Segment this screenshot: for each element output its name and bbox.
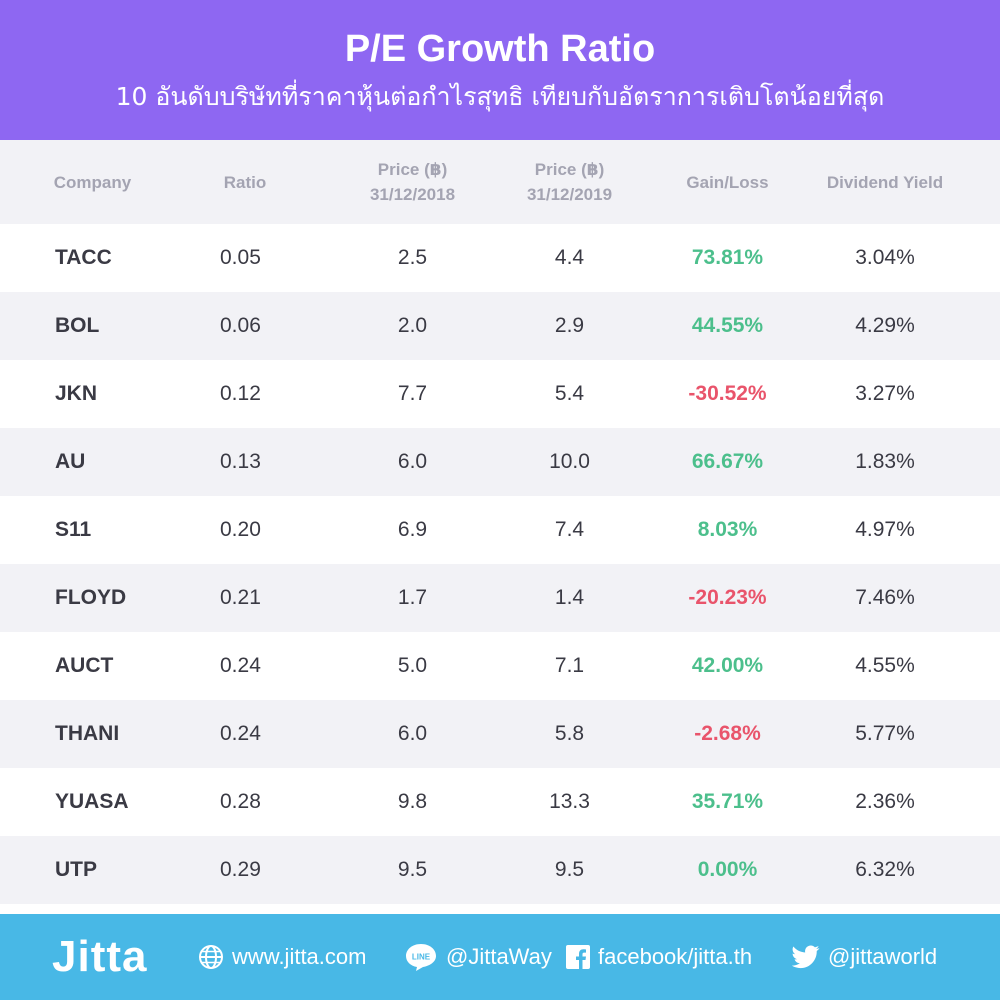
table-row: S11 0.20 6.9 7.4 8.03% 4.97% xyxy=(0,496,1000,564)
price-2019-cell: 7.4 xyxy=(554,518,585,541)
company-cell: FLOYD xyxy=(55,586,127,609)
gain-loss-cell: -2.68% xyxy=(694,722,761,745)
table-row: AU 0.13 6.0 10.0 66.67% 1.83% xyxy=(0,428,1000,496)
line-icon: LINE xyxy=(406,944,436,971)
table-row: THANI 0.24 6.0 5.8 -2.68% 5.77% xyxy=(0,700,1000,768)
table-row: JKN 0.12 7.7 5.4 -30.52% 3.27% xyxy=(0,360,1000,428)
page-subtitle: 10 อันดับบริษัทที่ราคาหุ้นต่อกำไรสุทธิ เ… xyxy=(115,82,885,111)
column-header-gain-loss: Gain/Loss xyxy=(686,172,769,192)
twitter-icon xyxy=(792,945,820,969)
company-cell: YUASA xyxy=(55,790,129,813)
table-row: FLOYD 0.21 1.7 1.4 -20.23% 7.46% xyxy=(0,564,1000,632)
price-2019-cell: 5.8 xyxy=(554,722,585,745)
column-header-company: Company xyxy=(53,172,132,192)
line-text: @JittaWay xyxy=(446,944,552,969)
table-row: TACC 0.05 2.5 4.4 73.81% 3.04% xyxy=(0,224,1000,292)
ratio-cell: 0.21 xyxy=(220,586,261,609)
price-2019-cell: 4.4 xyxy=(554,246,585,269)
facebook-link[interactable]: facebook/jitta.th xyxy=(566,941,752,973)
website-link[interactable]: www.jitta.com xyxy=(198,941,366,973)
ratio-cell: 0.24 xyxy=(220,722,261,745)
price-2018-cell: 2.5 xyxy=(397,246,428,269)
ratio-cell: 0.12 xyxy=(220,382,261,405)
price-2019-cell: 10.0 xyxy=(549,450,590,473)
price-2019-cell: 7.1 xyxy=(554,654,585,677)
table-row: YUASA 0.28 9.8 13.3 35.71% 2.36% xyxy=(0,768,1000,836)
dividend-yield-cell: 7.46% xyxy=(855,586,915,609)
gain-loss-cell: 66.67% xyxy=(691,450,764,473)
price-2018-cell: 1.7 xyxy=(397,586,428,609)
twitter-text: @jittaworld xyxy=(828,944,938,969)
price-2019-cell: 2.9 xyxy=(554,314,585,337)
company-cell: AUCT xyxy=(55,654,114,677)
header-banner: P/E Growth Ratio 10 อันดับบริษัทที่ราคาห… xyxy=(0,0,1000,140)
price-2019-cell: 1.4 xyxy=(554,586,585,609)
gain-loss-cell: -20.23% xyxy=(688,586,767,609)
gain-loss-cell: 44.55% xyxy=(691,314,764,337)
gain-loss-cell: -30.52% xyxy=(688,382,767,405)
dividend-yield-cell: 3.04% xyxy=(855,246,915,269)
gain-loss-cell: 0.00% xyxy=(697,858,758,881)
jitta-logo: Jitta xyxy=(52,932,148,981)
company-cell: UTP xyxy=(55,858,97,881)
company-cell: S11 xyxy=(55,518,92,541)
price-2019-cell: 13.3 xyxy=(549,790,590,813)
facebook-icon xyxy=(566,945,590,969)
table-row: UTP 0.29 9.5 9.5 0.00% 6.32% xyxy=(0,836,1000,904)
dividend-yield-cell: 2.36% xyxy=(855,790,915,813)
price-2019-cell: 5.4 xyxy=(554,382,585,405)
price-2018-cell: 6.0 xyxy=(397,450,428,473)
company-cell: JKN xyxy=(55,382,98,405)
column-header-ratio: Ratio xyxy=(223,172,267,192)
dividend-yield-cell: 6.32% xyxy=(855,858,915,881)
gain-loss-cell: 42.00% xyxy=(691,654,764,677)
table-row: AUCT 0.24 5.0 7.1 42.00% 4.55% xyxy=(0,632,1000,700)
table-row: BOL 0.06 2.0 2.9 44.55% 4.29% xyxy=(0,292,1000,360)
price-2018-cell: 7.7 xyxy=(397,382,428,405)
table-header: Company Ratio Price (฿) 31/12/2018 Price… xyxy=(0,140,1000,224)
facebook-text: facebook/jitta.th xyxy=(598,944,753,969)
company-cell: BOL xyxy=(55,314,100,337)
company-cell: TACC xyxy=(55,246,112,269)
price-2018-cell: 9.5 xyxy=(397,858,428,881)
company-cell: THANI xyxy=(55,722,120,745)
price-2018-cell: 9.8 xyxy=(397,790,428,813)
company-cell: AU xyxy=(55,450,86,473)
gain-loss-cell: 73.81% xyxy=(691,246,764,269)
line-icon-label: LINE xyxy=(412,953,431,962)
ratio-cell: 0.06 xyxy=(220,314,261,337)
price-2018-cell: 2.0 xyxy=(397,314,428,337)
dividend-yield-cell: 4.97% xyxy=(855,518,915,541)
dividend-yield-cell: 4.55% xyxy=(855,654,915,677)
ratio-cell: 0.29 xyxy=(220,858,261,881)
line-link[interactable]: LINE @JittaWay xyxy=(404,941,552,973)
footer-bar: Jitta www.jitta.com LINE @JittaWay faceb… xyxy=(0,914,1000,1000)
ratio-cell: 0.20 xyxy=(220,518,261,541)
column-header-price-2019: Price (฿) 31/12/2019 xyxy=(526,160,613,204)
dividend-yield-cell: 5.77% xyxy=(855,722,915,745)
twitter-link[interactable]: @jittaworld xyxy=(792,941,937,973)
price-2018-cell: 6.9 xyxy=(397,518,428,541)
gain-loss-cell: 8.03% xyxy=(697,518,758,541)
ratio-cell: 0.28 xyxy=(220,790,261,813)
price-2019-cell: 9.5 xyxy=(554,858,585,881)
ratio-cell: 0.13 xyxy=(220,450,261,473)
dividend-yield-cell: 1.83% xyxy=(855,450,915,473)
dividend-yield-cell: 4.29% xyxy=(855,314,915,337)
page-title: P/E Growth Ratio xyxy=(344,28,656,70)
price-2018-cell: 6.0 xyxy=(397,722,428,745)
website-text: www.jitta.com xyxy=(232,944,367,969)
price-2018-cell: 5.0 xyxy=(397,654,428,677)
column-header-price-2018: Price (฿) 31/12/2018 xyxy=(369,160,456,204)
dividend-yield-cell: 3.27% xyxy=(855,382,915,405)
ratio-cell: 0.24 xyxy=(220,654,261,677)
ratio-cell: 0.05 xyxy=(220,246,261,269)
gain-loss-cell: 35.71% xyxy=(691,790,764,813)
column-header-dividend-yield: Dividend Yield xyxy=(826,172,944,192)
globe-icon xyxy=(199,945,223,969)
pe-growth-table: Company Ratio Price (฿) 31/12/2018 Price… xyxy=(0,140,1000,914)
